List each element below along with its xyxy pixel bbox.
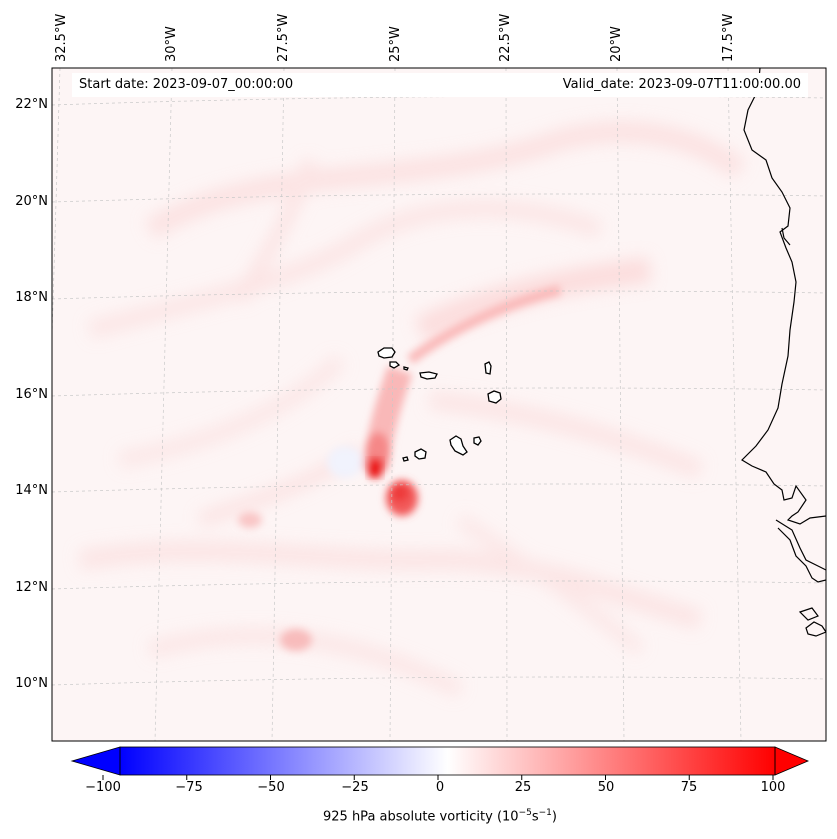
lon-label: 30°W	[164, 26, 179, 62]
map-frame	[51, 67, 827, 742]
island-sao-nicolau	[419, 371, 438, 380]
colorbar-extend-min	[70, 746, 121, 776]
colorbar-title-exp: −5	[518, 808, 532, 818]
valid-date-label: Valid_date: 2023-09-07T11:00:00.00	[562, 77, 801, 92]
colorbar-tick-label: 25	[514, 780, 532, 795]
start-date-label: Start date: 2023-09-07_00:00:00	[72, 73, 419, 97]
island-maio	[473, 436, 482, 446]
valid-date-box: Valid_date: 2023-09-07T11:00:00.00	[412, 73, 808, 97]
island-santiago	[449, 435, 468, 456]
island-brava	[402, 456, 409, 462]
colorbar-title: 925 hPa absolute vorticity (10−5s−1)	[0, 808, 837, 824]
island-sal	[484, 361, 492, 375]
colorbar-tick-label: −50	[257, 780, 285, 795]
colorbar-title-unit: s	[531, 809, 539, 825]
colorbar-title-exp: −1	[538, 808, 552, 818]
lon-label: 22.5°W	[498, 13, 513, 62]
lon-label: 17.5°W	[721, 13, 736, 62]
lon-label: 32.5°W	[54, 13, 69, 62]
colorbar-tick-label: −75	[175, 780, 203, 795]
colorbar-extend-max	[774, 746, 810, 776]
island-boa-vista	[487, 390, 502, 404]
graticule	[52, 68, 826, 741]
lat-label: 14°N	[15, 483, 48, 498]
colorbar-tick-label: −25	[341, 780, 369, 795]
colorbar-ticks	[102, 775, 774, 780]
lat-label: 12°N	[15, 580, 48, 595]
colorbar-title-text: 925 hPa absolute vorticity (10	[323, 809, 519, 825]
island-sao-vicente	[389, 361, 401, 369]
lat-label: 22°N	[15, 97, 48, 112]
lon-label: 25°W	[388, 26, 403, 62]
vorticity-field	[52, 68, 826, 741]
colorbar-tick-label: 0	[435, 780, 445, 795]
colorbar	[70, 746, 810, 780]
lat-label: 20°N	[15, 194, 48, 209]
lat-label: 16°N	[15, 387, 48, 402]
colorbar-tick-label: 50	[597, 780, 615, 795]
colorbar-tick-label: 75	[680, 780, 698, 795]
lon-label: 20°W	[609, 26, 624, 62]
cape-verde-islands	[377, 347, 502, 462]
lat-label: 18°N	[15, 290, 48, 305]
colorbar-body	[120, 747, 775, 775]
colorbar-tick-label: −100	[85, 780, 121, 795]
island-santa-luzia	[403, 366, 409, 371]
colorbar-title-close: )	[551, 809, 557, 825]
colorbar-tick-label: 100	[760, 780, 786, 795]
lon-label: 27.5°W	[276, 13, 291, 62]
island-santo-antao	[377, 347, 396, 359]
lat-label: 10°N	[15, 676, 48, 691]
island-fogo	[414, 448, 427, 460]
africa-coastline	[741, 68, 826, 637]
